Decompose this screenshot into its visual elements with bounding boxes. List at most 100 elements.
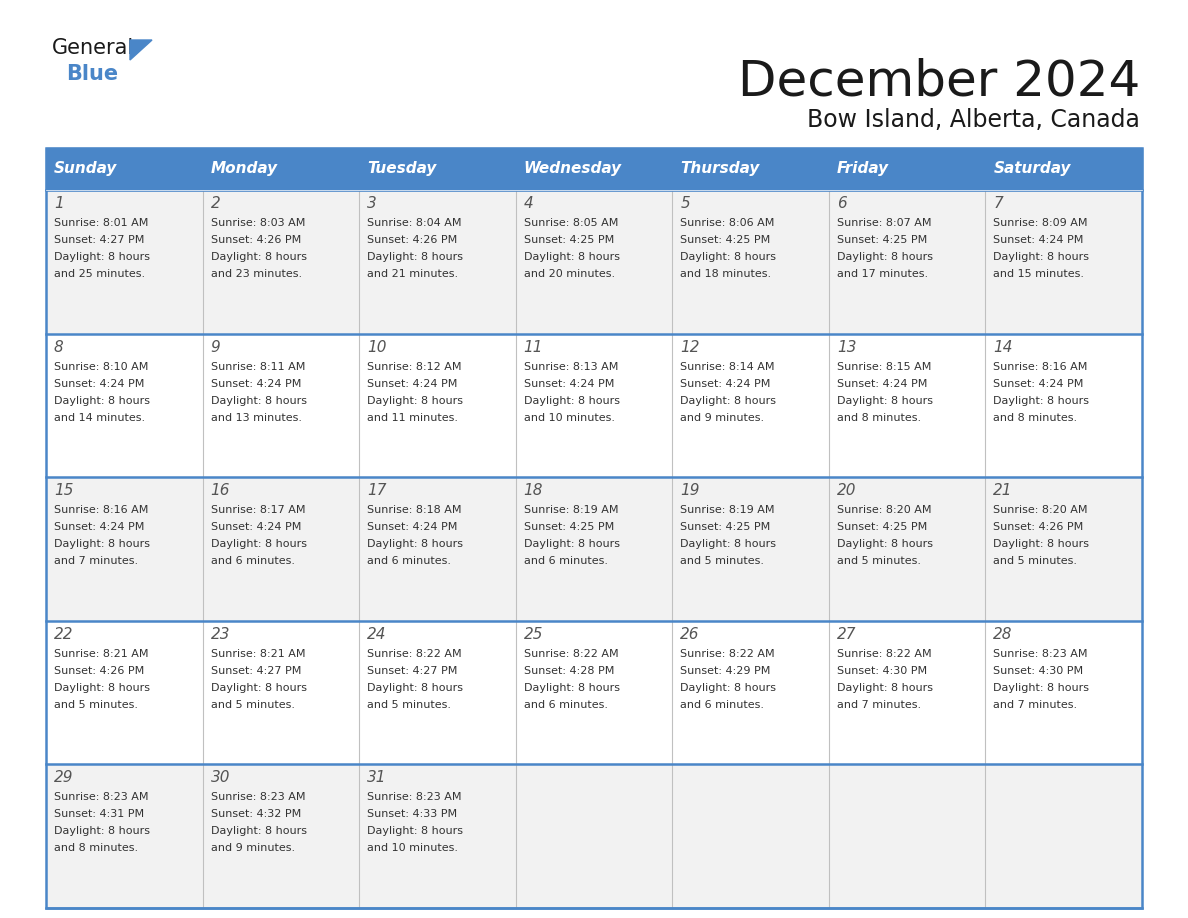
Text: Daylight: 8 hours: Daylight: 8 hours [681, 683, 776, 693]
Text: and 14 minutes.: and 14 minutes. [53, 412, 145, 422]
Text: and 5 minutes.: and 5 minutes. [836, 556, 921, 566]
Text: 23: 23 [210, 627, 230, 642]
Text: 17: 17 [367, 483, 386, 498]
Text: Sunset: 4:29 PM: Sunset: 4:29 PM [681, 666, 771, 676]
Text: and 20 minutes.: and 20 minutes. [524, 269, 615, 279]
Text: and 5 minutes.: and 5 minutes. [53, 700, 138, 710]
Bar [46, 621, 1142, 765]
Text: Daylight: 8 hours: Daylight: 8 hours [210, 539, 307, 549]
Text: 11: 11 [524, 340, 543, 354]
Text: Sunset: 4:26 PM: Sunset: 4:26 PM [993, 522, 1083, 532]
Text: 1: 1 [53, 196, 64, 211]
Text: December 2024: December 2024 [738, 58, 1140, 106]
Text: Sunrise: 8:16 AM: Sunrise: 8:16 AM [53, 505, 148, 515]
Bar [46, 148, 1142, 908]
Text: Sunset: 4:25 PM: Sunset: 4:25 PM [524, 522, 614, 532]
Text: Sunrise: 8:22 AM: Sunrise: 8:22 AM [681, 649, 775, 659]
Text: 31: 31 [367, 770, 386, 786]
Text: Sunrise: 8:22 AM: Sunrise: 8:22 AM [367, 649, 462, 659]
Text: and 9 minutes.: and 9 minutes. [681, 412, 764, 422]
Text: Sunset: 4:24 PM: Sunset: 4:24 PM [53, 522, 145, 532]
Text: Daylight: 8 hours: Daylight: 8 hours [993, 539, 1089, 549]
Text: Daylight: 8 hours: Daylight: 8 hours [367, 539, 463, 549]
Text: and 7 minutes.: and 7 minutes. [993, 700, 1078, 710]
Text: 3: 3 [367, 196, 377, 211]
Text: 4: 4 [524, 196, 533, 211]
Text: Sunset: 4:33 PM: Sunset: 4:33 PM [367, 810, 457, 820]
Text: 19: 19 [681, 483, 700, 498]
Text: Sunset: 4:25 PM: Sunset: 4:25 PM [681, 235, 771, 245]
Text: Sunrise: 8:05 AM: Sunrise: 8:05 AM [524, 218, 618, 228]
Text: Daylight: 8 hours: Daylight: 8 hours [524, 252, 620, 262]
Text: and 7 minutes.: and 7 minutes. [53, 556, 138, 566]
Text: and 8 minutes.: and 8 minutes. [53, 844, 138, 854]
Text: Daylight: 8 hours: Daylight: 8 hours [681, 252, 776, 262]
Text: Sunrise: 8:06 AM: Sunrise: 8:06 AM [681, 218, 775, 228]
Text: Saturday: Saturday [993, 162, 1070, 176]
Text: Sunrise: 8:21 AM: Sunrise: 8:21 AM [210, 649, 305, 659]
Text: Daylight: 8 hours: Daylight: 8 hours [210, 683, 307, 693]
Text: Sunrise: 8:20 AM: Sunrise: 8:20 AM [836, 505, 931, 515]
Text: Daylight: 8 hours: Daylight: 8 hours [836, 396, 933, 406]
Text: 15: 15 [53, 483, 74, 498]
Text: Daylight: 8 hours: Daylight: 8 hours [836, 252, 933, 262]
Text: Sunset: 4:24 PM: Sunset: 4:24 PM [993, 378, 1083, 388]
Text: Sunrise: 8:23 AM: Sunrise: 8:23 AM [53, 792, 148, 802]
Text: and 8 minutes.: and 8 minutes. [993, 412, 1078, 422]
Text: Sunset: 4:26 PM: Sunset: 4:26 PM [210, 235, 301, 245]
Text: 30: 30 [210, 770, 230, 786]
Text: Wednesday: Wednesday [524, 162, 621, 176]
Text: Daylight: 8 hours: Daylight: 8 hours [210, 252, 307, 262]
Text: Sunset: 4:30 PM: Sunset: 4:30 PM [836, 666, 927, 676]
Text: Blue: Blue [67, 64, 118, 84]
Text: and 6 minutes.: and 6 minutes. [681, 700, 764, 710]
Text: Sunrise: 8:03 AM: Sunrise: 8:03 AM [210, 218, 305, 228]
Bar [46, 190, 1142, 333]
Text: Daylight: 8 hours: Daylight: 8 hours [993, 252, 1089, 262]
Text: 24: 24 [367, 627, 386, 642]
Text: Sunrise: 8:18 AM: Sunrise: 8:18 AM [367, 505, 462, 515]
Text: and 6 minutes.: and 6 minutes. [367, 556, 451, 566]
Text: Sunset: 4:24 PM: Sunset: 4:24 PM [210, 522, 301, 532]
Text: Thursday: Thursday [681, 162, 759, 176]
Text: Sunset: 4:24 PM: Sunset: 4:24 PM [367, 378, 457, 388]
Text: Sunrise: 8:12 AM: Sunrise: 8:12 AM [367, 362, 462, 372]
Text: Sunrise: 8:23 AM: Sunrise: 8:23 AM [210, 792, 305, 802]
Text: Daylight: 8 hours: Daylight: 8 hours [993, 683, 1089, 693]
Text: 22: 22 [53, 627, 74, 642]
Text: Monday: Monday [210, 162, 278, 176]
Text: Daylight: 8 hours: Daylight: 8 hours [367, 396, 463, 406]
Text: Sunrise: 8:22 AM: Sunrise: 8:22 AM [524, 649, 618, 659]
Text: Sunrise: 8:10 AM: Sunrise: 8:10 AM [53, 362, 148, 372]
Text: Sunset: 4:27 PM: Sunset: 4:27 PM [53, 235, 145, 245]
Text: and 9 minutes.: and 9 minutes. [210, 844, 295, 854]
Text: 2: 2 [210, 196, 220, 211]
Text: and 15 minutes.: and 15 minutes. [993, 269, 1085, 279]
Text: 27: 27 [836, 627, 857, 642]
Text: 21: 21 [993, 483, 1013, 498]
Text: Daylight: 8 hours: Daylight: 8 hours [53, 252, 150, 262]
Text: Sunrise: 8:11 AM: Sunrise: 8:11 AM [210, 362, 305, 372]
Text: Sunrise: 8:16 AM: Sunrise: 8:16 AM [993, 362, 1088, 372]
Text: Daylight: 8 hours: Daylight: 8 hours [367, 826, 463, 836]
Text: Daylight: 8 hours: Daylight: 8 hours [524, 396, 620, 406]
Text: Sunrise: 8:15 AM: Sunrise: 8:15 AM [836, 362, 931, 372]
Text: Sunset: 4:24 PM: Sunset: 4:24 PM [53, 378, 145, 388]
Text: Daylight: 8 hours: Daylight: 8 hours [53, 826, 150, 836]
Text: Daylight: 8 hours: Daylight: 8 hours [524, 539, 620, 549]
Text: Sunrise: 8:01 AM: Sunrise: 8:01 AM [53, 218, 148, 228]
Text: and 7 minutes.: and 7 minutes. [836, 700, 921, 710]
Text: and 5 minutes.: and 5 minutes. [681, 556, 764, 566]
Text: Sunset: 4:26 PM: Sunset: 4:26 PM [367, 235, 457, 245]
Text: 9: 9 [210, 340, 220, 354]
Text: Sunrise: 8:20 AM: Sunrise: 8:20 AM [993, 505, 1088, 515]
Text: and 6 minutes.: and 6 minutes. [524, 556, 608, 566]
Text: Sunset: 4:30 PM: Sunset: 4:30 PM [993, 666, 1083, 676]
Text: Daylight: 8 hours: Daylight: 8 hours [681, 396, 776, 406]
Text: Sunrise: 8:22 AM: Sunrise: 8:22 AM [836, 649, 931, 659]
Text: and 21 minutes.: and 21 minutes. [367, 269, 459, 279]
Text: Daylight: 8 hours: Daylight: 8 hours [367, 683, 463, 693]
Text: Daylight: 8 hours: Daylight: 8 hours [53, 539, 150, 549]
Text: Daylight: 8 hours: Daylight: 8 hours [993, 396, 1089, 406]
Text: Sunrise: 8:07 AM: Sunrise: 8:07 AM [836, 218, 931, 228]
